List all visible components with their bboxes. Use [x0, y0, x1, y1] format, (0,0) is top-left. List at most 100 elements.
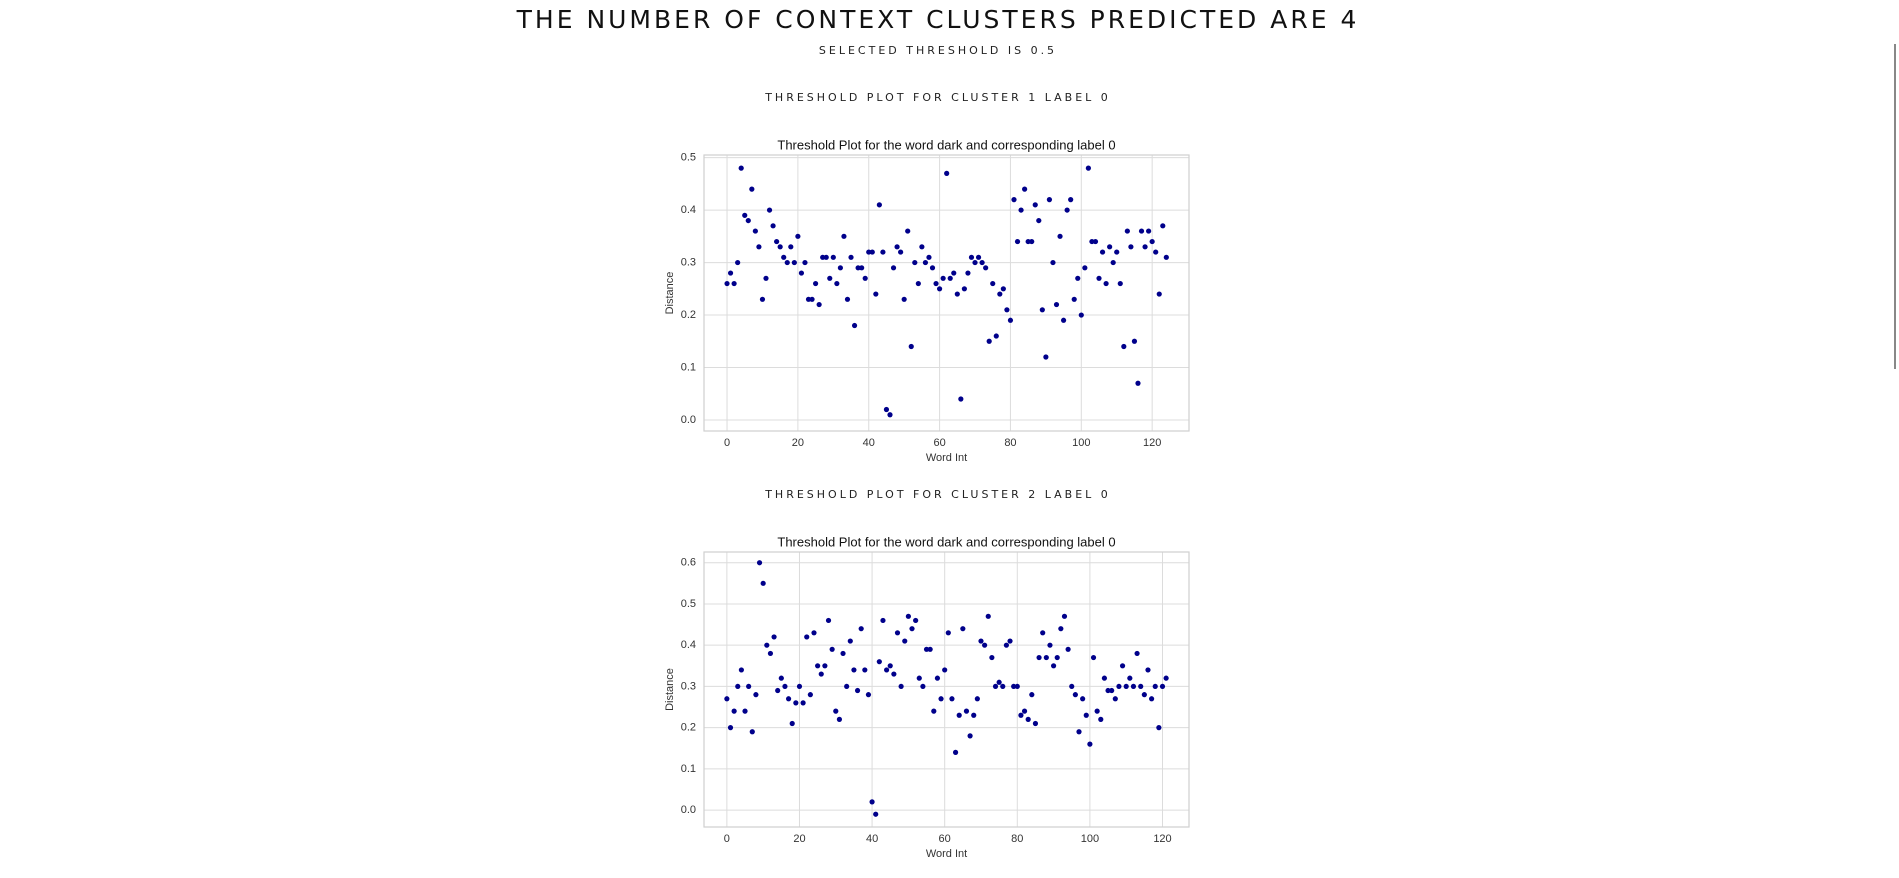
data-point — [1071, 296, 1077, 302]
data-point — [753, 692, 759, 698]
data-point — [731, 708, 737, 714]
chart-title: Threshold Plot for the word dark and cor… — [777, 137, 1115, 152]
data-point — [1142, 244, 1148, 250]
data-point — [971, 712, 977, 718]
data-point — [968, 254, 975, 260]
data-point — [1124, 228, 1130, 234]
data-point — [1112, 696, 1118, 702]
data-point — [775, 687, 781, 694]
data-point — [1003, 642, 1009, 648]
data-point — [983, 265, 989, 271]
data-point — [873, 811, 879, 817]
data-point — [1054, 654, 1060, 661]
data-point — [938, 696, 944, 702]
plot-frame — [703, 551, 1190, 828]
data-point — [1135, 380, 1141, 386]
data-point — [800, 700, 806, 706]
data-point — [1053, 301, 1060, 308]
data-point — [1078, 312, 1084, 318]
data-point — [848, 254, 854, 260]
data-point — [1163, 675, 1169, 681]
data-point — [1092, 238, 1099, 245]
data-point — [1000, 286, 1006, 292]
data-point — [862, 275, 868, 281]
data-point — [1114, 249, 1120, 255]
section-heading: THRESHOLD PLOT FOR CLUSTER 1 LABEL 0 — [764, 91, 1111, 104]
data-point — [958, 396, 964, 402]
data-point — [782, 683, 788, 690]
data-point — [915, 280, 921, 287]
data-point — [851, 667, 857, 673]
data-point — [1099, 249, 1106, 255]
data-point — [982, 642, 988, 648]
data-point — [818, 671, 824, 677]
data-point — [862, 667, 868, 673]
data-point — [869, 249, 875, 255]
data-point — [1163, 254, 1169, 260]
data-point — [1153, 249, 1159, 255]
data-point — [961, 286, 967, 292]
data-point — [756, 560, 763, 566]
data-point — [901, 296, 907, 302]
data-point — [931, 708, 937, 714]
data-point — [738, 667, 744, 673]
data-point — [727, 270, 734, 276]
data-point — [854, 687, 861, 694]
page-title: THE NUMBER OF CONTEXT CLUSTERS PREDICTED… — [516, 5, 1360, 34]
data-point — [1107, 244, 1113, 250]
data-point — [1096, 275, 1102, 281]
data-point — [1018, 207, 1024, 213]
scrollbar[interactable] — [1894, 44, 1896, 369]
data-point — [1011, 683, 1017, 690]
data-point — [834, 280, 840, 287]
data-point — [979, 259, 985, 266]
data-point — [1061, 613, 1068, 619]
data-point — [1068, 197, 1074, 203]
y-tick-label: 0.3 — [681, 680, 696, 692]
data-point — [1057, 233, 1063, 239]
data-point — [1022, 186, 1028, 192]
data-point — [815, 663, 821, 669]
x-tick-label: 120 — [1143, 437, 1161, 449]
data-point — [724, 696, 730, 702]
data-point — [1127, 675, 1133, 681]
data-point — [778, 675, 784, 681]
data-point — [770, 223, 776, 229]
data-point — [949, 696, 955, 702]
data-point — [944, 170, 950, 176]
data-point — [1145, 667, 1151, 673]
data-point — [1156, 291, 1162, 297]
data-point — [876, 659, 882, 665]
data-point — [1043, 654, 1049, 661]
data-point — [1121, 343, 1127, 350]
y-axis-label: Distance — [664, 668, 676, 711]
data-point — [1040, 630, 1046, 636]
data-point — [956, 712, 962, 718]
data-point — [1047, 642, 1053, 648]
data-point — [934, 675, 941, 681]
data-point — [884, 667, 890, 673]
data-point — [890, 265, 897, 271]
data-point — [811, 630, 817, 636]
data-point — [816, 301, 822, 308]
data-point — [738, 165, 744, 171]
data-point — [1014, 238, 1021, 245]
data-point — [1130, 683, 1137, 690]
data-point — [745, 217, 751, 224]
y-tick-label: 0.0 — [681, 414, 696, 426]
data-point — [1050, 663, 1057, 669]
data-point — [1000, 683, 1006, 690]
data-point — [1131, 338, 1138, 344]
data-point — [1029, 238, 1035, 245]
data-point — [1060, 317, 1067, 323]
data-point — [789, 720, 795, 727]
data-point — [1083, 712, 1089, 718]
data-point — [752, 228, 758, 234]
data-point — [812, 280, 819, 287]
data-point — [965, 270, 971, 276]
data-point — [771, 634, 777, 640]
data-point — [898, 683, 904, 690]
data-point — [760, 580, 766, 586]
data-point — [793, 700, 799, 706]
data-point — [763, 275, 769, 281]
